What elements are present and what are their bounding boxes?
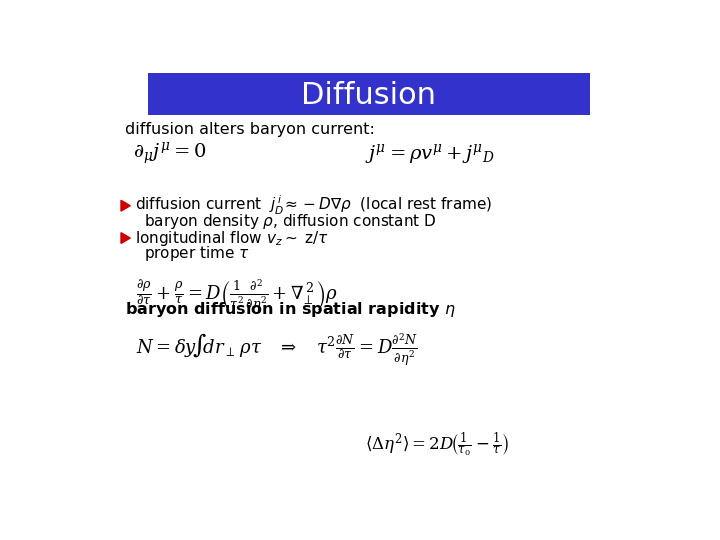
Text: baryon density $\rho$, diffusion constant D: baryon density $\rho$, diffusion constan…: [144, 212, 437, 231]
Text: diffusion current  $j_D^{\,i}\!\approx -D\nabla\rho$  (local rest frame): diffusion current $j_D^{\,i}\!\approx -D…: [135, 194, 492, 217]
Text: proper time $\tau$: proper time $\tau$: [144, 244, 251, 263]
Text: $j^{\mu} = \rho v^{\mu} + j^{\mu}{}_{D}$: $j^{\mu} = \rho v^{\mu} + j^{\mu}{}_{D}$: [365, 142, 495, 166]
Text: $\partial_{\mu} j^{\mu} = 0$: $\partial_{\mu} j^{\mu} = 0$: [132, 141, 206, 167]
Text: baryon diffusion in spatial rapidity $\eta$: baryon diffusion in spatial rapidity $\e…: [125, 300, 456, 319]
Polygon shape: [121, 233, 130, 244]
Polygon shape: [121, 200, 130, 211]
Text: $\langle\Delta\eta^2\rangle = 2D\!\left(\frac{1}{\tau_0} - \frac{1}{\tau}\right): $\langle\Delta\eta^2\rangle = 2D\!\left(…: [365, 430, 510, 458]
Text: $N = \delta y\!\int\! dr_{\perp}\,\rho\tau \quad \Rightarrow \quad \tau^2\frac{\: $N = \delta y\!\int\! dr_{\perp}\,\rho\t…: [137, 332, 418, 368]
Text: Diffusion: Diffusion: [302, 81, 436, 110]
Text: diffusion alters baryon current:: diffusion alters baryon current:: [125, 122, 374, 137]
Text: $\frac{\partial\rho}{\partial\tau} + \frac{\rho}{\tau} = D\left(\frac{1}{\tau^2}: $\frac{\partial\rho}{\partial\tau} + \fr…: [137, 278, 338, 314]
Text: longitudinal flow $v_z\sim$ z/$\tau$: longitudinal flow $v_z\sim$ z/$\tau$: [135, 228, 329, 247]
FancyBboxPatch shape: [148, 72, 590, 115]
